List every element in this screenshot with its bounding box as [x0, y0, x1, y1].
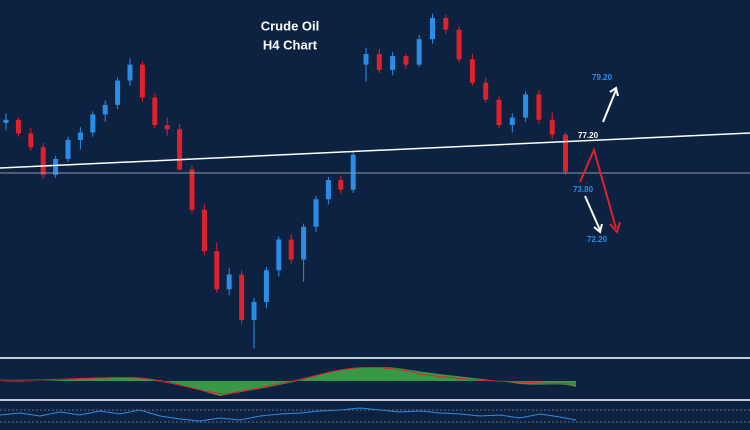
candle-body — [350, 154, 356, 190]
annotation: 72.20 — [587, 235, 608, 244]
candle-body — [301, 226, 307, 260]
candle-body — [90, 114, 96, 133]
candle-body — [456, 29, 462, 60]
candle-body — [40, 147, 46, 175]
candle-body — [102, 104, 108, 115]
macd-signal — [0, 366, 577, 395]
candle-body — [536, 94, 542, 120]
candle-body — [483, 82, 489, 100]
chart-subtitle: H4 Chart — [263, 37, 318, 52]
annotation: 77.20 — [578, 131, 599, 140]
chart-title: Crude Oil — [261, 18, 320, 33]
candle-body — [338, 180, 344, 190]
candle-body — [443, 18, 449, 30]
candle-body — [549, 119, 555, 135]
candle-body — [251, 302, 257, 321]
candle-body — [28, 133, 34, 148]
candle-body — [3, 119, 9, 123]
candle-body — [509, 117, 515, 126]
candle-body — [15, 119, 21, 134]
candles — [3, 13, 568, 349]
candle-body — [127, 64, 133, 81]
candle-body — [469, 59, 475, 83]
candle-body — [164, 125, 170, 130]
candle-body — [430, 18, 435, 40]
annotation: 73.80 — [573, 185, 594, 194]
candle-body — [239, 274, 245, 321]
candle-body — [53, 158, 59, 175]
candle-body — [65, 139, 71, 159]
candle-body — [276, 239, 282, 271]
candle-body — [139, 64, 145, 98]
annotation: 79.20 — [592, 73, 613, 82]
candle-body — [313, 199, 319, 227]
arrow-up — [602, 86, 619, 123]
candle-body — [189, 169, 195, 210]
candle-body — [523, 94, 529, 118]
candle-body — [376, 54, 382, 70]
arrow-red — [579, 147, 621, 235]
candle-body — [177, 129, 183, 170]
candle-body — [214, 251, 220, 290]
candle-body — [416, 39, 422, 65]
candle-body — [77, 132, 83, 140]
arrow-down — [584, 195, 603, 234]
candle-body — [363, 54, 369, 65]
candle-body — [325, 180, 331, 200]
candle-body — [201, 209, 207, 252]
trend-line — [0, 132, 750, 169]
candle-body — [263, 270, 269, 303]
candle-body — [563, 134, 568, 172]
candle-body — [288, 239, 294, 260]
candle-body — [226, 274, 232, 290]
candle-body — [152, 97, 158, 126]
rsi-line — [0, 407, 577, 422]
candle-body — [403, 56, 409, 65]
candle-body — [496, 99, 502, 126]
candle-body — [390, 56, 396, 70]
candle-body — [115, 80, 121, 105]
